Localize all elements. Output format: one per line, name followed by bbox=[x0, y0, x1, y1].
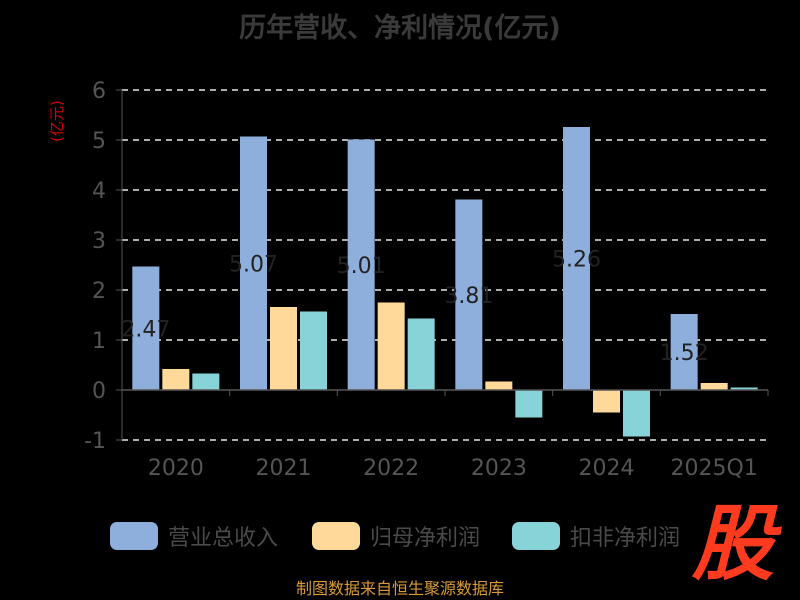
legend-label-deducted-profit: 扣非净利润 bbox=[570, 526, 681, 551]
data-label: 1.52 bbox=[660, 341, 709, 366]
data-label: 2.47 bbox=[121, 317, 170, 342]
y-tick-label: 3 bbox=[92, 229, 106, 254]
y-tick-label: 4 bbox=[92, 179, 106, 204]
bar-营业总收入 bbox=[132, 266, 160, 390]
bar-扣非净利润 bbox=[192, 373, 220, 390]
legend: 营业总收入 归母净利润 扣非净利润 bbox=[0, 520, 800, 552]
bar-归母净利润 bbox=[162, 369, 190, 390]
bar-营业总收入 bbox=[455, 199, 483, 390]
bar-归母净利润 bbox=[270, 307, 297, 390]
bar-扣非净利润 bbox=[730, 387, 758, 390]
legend-label-revenue: 营业总收入 bbox=[168, 526, 279, 551]
y-tick-label: 6 bbox=[92, 79, 106, 104]
legend-item-deducted-profit[interactable]: 扣非净利润 bbox=[512, 520, 680, 552]
legend-swatch-deducted-profit bbox=[512, 522, 560, 550]
chart-title: 历年营收、净利情况(亿元) bbox=[239, 13, 561, 44]
watermark-logo: 股 bbox=[692, 497, 774, 592]
bar-扣非净利润 bbox=[515, 390, 543, 418]
legend-swatch-revenue bbox=[110, 522, 158, 550]
legend-item-net-profit[interactable]: 归母净利润 bbox=[312, 520, 480, 552]
x-tick-label: 2020 bbox=[148, 456, 204, 481]
y-tick-label: 0 bbox=[92, 379, 106, 404]
bar-扣非净利润 bbox=[300, 311, 327, 390]
bar-营业总收入 bbox=[670, 314, 698, 390]
x-tick-label: 2023 bbox=[471, 456, 527, 481]
data-label: 3.81 bbox=[444, 284, 493, 309]
y-tick-label: 1 bbox=[92, 329, 106, 354]
bar-营业总收入 bbox=[347, 139, 375, 390]
legend-swatch-net-profit bbox=[312, 522, 360, 550]
bar-扣非净利润 bbox=[623, 390, 650, 437]
bar-归母净利润 bbox=[485, 381, 513, 390]
data-label: 5.26 bbox=[552, 248, 601, 273]
y-tick-label: -1 bbox=[84, 429, 106, 454]
bar-扣非净利润 bbox=[407, 318, 435, 390]
bar-营业总收入 bbox=[240, 136, 267, 390]
y-tick-label: 5 bbox=[92, 129, 106, 154]
bar-归母净利润 bbox=[377, 302, 405, 390]
x-tick-label: 2022 bbox=[363, 456, 419, 481]
data-label: 5.01 bbox=[337, 254, 386, 279]
y-tick-label: 2 bbox=[92, 279, 106, 304]
bar-归母净利润 bbox=[700, 383, 728, 390]
source-note: 制图数据来自恒生聚源数据库 bbox=[295, 579, 504, 598]
bar-营业总收入 bbox=[563, 127, 590, 390]
legend-item-revenue[interactable]: 营业总收入 bbox=[110, 520, 278, 552]
x-tick-label: 2025Q1 bbox=[671, 456, 758, 481]
data-label: 5.07 bbox=[229, 252, 278, 277]
x-tick-label: 2024 bbox=[579, 456, 635, 481]
bar-归母净利润 bbox=[593, 390, 620, 413]
legend-label-net-profit: 归母净利润 bbox=[370, 526, 481, 551]
x-tick-label: 2021 bbox=[256, 456, 312, 481]
